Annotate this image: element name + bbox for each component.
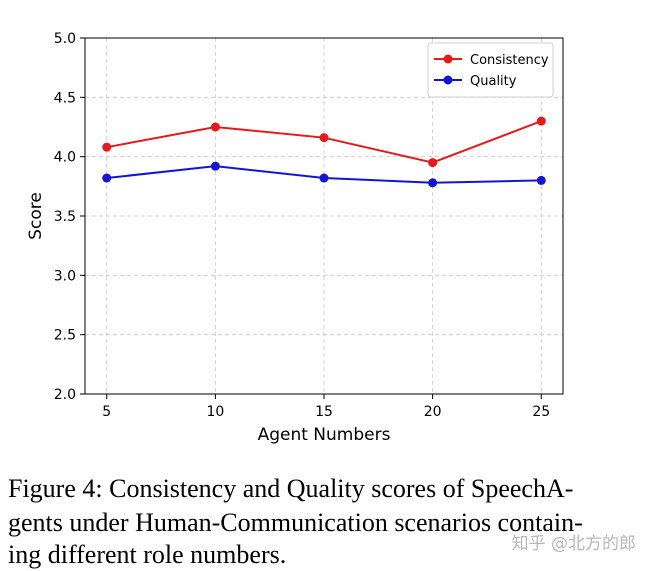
legend-box [427,42,554,98]
point [210,122,220,132]
legend-label: Quality [470,74,517,89]
y-tick-label: 5.0 [54,31,76,47]
point [102,173,112,183]
y-tick-label: 3.0 [54,268,76,284]
legend-label: Consistency [470,53,549,68]
y-tick-label: 2.5 [54,328,76,344]
x-tick-label: 25 [532,404,550,420]
x-tick-label: 5 [102,404,111,420]
y-tick-label: 3.5 [54,209,76,225]
y-tick-label: 4.5 [54,90,76,106]
y-tick-label: 2.0 [54,387,76,403]
point [210,161,220,171]
point [536,175,546,185]
y-axis-label: Score [26,192,46,240]
x-axis-label: Agent Numbers [258,425,391,445]
caption-line: Figure 4: Consistency and Quality scores… [8,474,573,503]
point [536,116,546,126]
point [428,158,438,168]
point [319,173,329,183]
legend-marker [443,54,453,64]
watermark: 知乎 @北方的郎 [512,534,636,554]
point [102,142,112,152]
y-tick-label: 4.0 [54,150,76,166]
caption-line: gents under Human-Communication scenario… [8,508,583,537]
point [428,178,438,188]
x-tick-label: 10 [206,404,224,420]
chart: Agent Numbers Score 2.0 2.5 3.0 3.5 4.0 4.5 5.… [26,31,564,445]
x-tick-label: 15 [315,404,333,420]
plot-frame [84,37,564,395]
point [319,133,329,143]
x-tick-label: 20 [424,404,442,420]
caption-line: ing different role numbers. [8,540,286,569]
legend-marker [443,75,453,85]
